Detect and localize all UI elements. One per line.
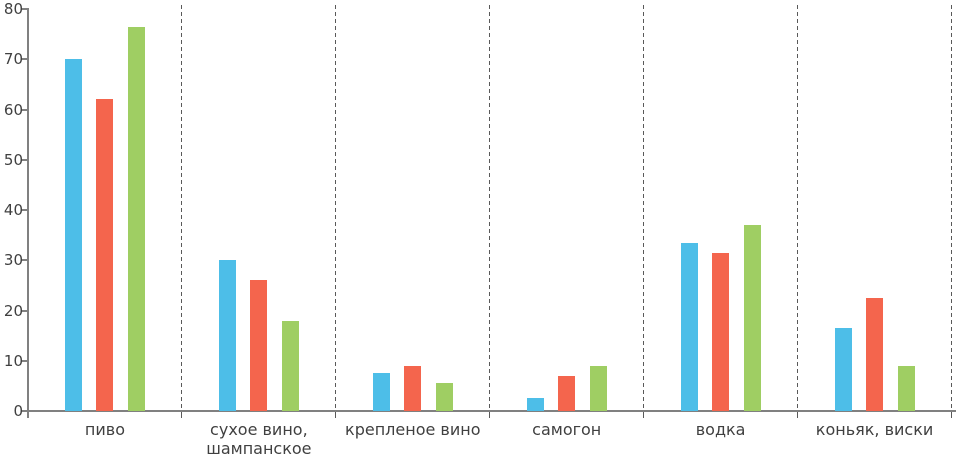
bar-series-2 [558, 375, 576, 411]
bar-series-1 [372, 373, 390, 411]
y-tick-label: 70 [3, 50, 23, 69]
bar-series-3 [589, 365, 607, 411]
y-axis-tick [21, 410, 29, 412]
category-separator-line [951, 5, 952, 411]
y-tick-label: 80 [3, 0, 23, 18]
x-axis-tick [489, 412, 491, 418]
bar-series-2 [404, 365, 422, 411]
bar-series-3 [897, 365, 915, 411]
y-axis-line [27, 9, 29, 418]
bar-series-1 [526, 398, 544, 411]
x-axis-tick [643, 412, 645, 418]
bar-series-2 [866, 297, 884, 411]
category-label: водка [695, 420, 746, 439]
category-separator-line [643, 5, 645, 411]
bar-series-1 [680, 242, 698, 411]
x-axis-tick [797, 412, 799, 418]
bar-series-3 [435, 383, 453, 411]
bar-series-2 [96, 99, 114, 411]
y-axis-tick [21, 158, 29, 161]
category-separator-line [797, 5, 799, 411]
x-axis-tick [181, 412, 183, 418]
bar-series-1 [834, 328, 852, 411]
category-label: самогон [532, 420, 602, 439]
y-tick-label: 0 [13, 402, 23, 420]
y-tick-label: 10 [3, 351, 23, 370]
category-label: пиво [84, 420, 125, 439]
y-tick-label: 30 [3, 251, 23, 270]
bar-series-2 [712, 252, 730, 411]
y-axis-tick [21, 209, 29, 211]
x-axis-line [21, 410, 956, 412]
y-tick-label: 50 [3, 150, 23, 169]
y-axis-tick [21, 8, 29, 10]
bar-series-1 [64, 59, 82, 411]
y-tick-label: 40 [3, 201, 23, 219]
category-label: сухое вино, шампанское [206, 420, 312, 458]
y-axis-tick [21, 359, 29, 362]
bar-series-1 [218, 260, 236, 411]
x-axis-tick [335, 412, 337, 418]
bar-series-3 [743, 225, 761, 411]
category-label: коньяк, виски [815, 420, 934, 439]
y-axis-tick [21, 259, 29, 262]
y-tick-label: 60 [3, 100, 23, 119]
bar-series-3 [281, 320, 299, 411]
y-tick-label: 20 [3, 301, 23, 320]
category-label: крепленое вино [345, 420, 481, 439]
bar-series-2 [250, 280, 268, 411]
y-axis-tick [21, 309, 29, 312]
y-axis-tick [21, 108, 29, 111]
x-axis-tick [951, 412, 952, 418]
category-separator-line [335, 5, 337, 411]
category-separator-line [489, 5, 491, 411]
y-axis-tick [21, 58, 29, 61]
category-separator-line [181, 5, 183, 411]
bar-series-3 [127, 26, 145, 411]
